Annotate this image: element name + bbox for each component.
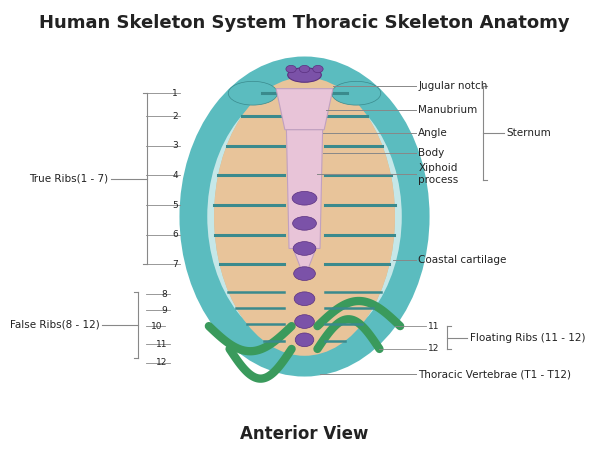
Text: 7: 7: [172, 260, 178, 269]
Text: 1: 1: [172, 89, 178, 98]
Text: Angle: Angle: [418, 128, 448, 138]
Polygon shape: [276, 89, 333, 130]
Text: 4: 4: [172, 171, 178, 180]
Polygon shape: [286, 130, 323, 248]
Text: Manubrium: Manubrium: [418, 105, 478, 115]
Text: Anterior View: Anterior View: [241, 425, 369, 444]
Ellipse shape: [313, 66, 323, 73]
Ellipse shape: [293, 217, 316, 230]
Text: 2: 2: [172, 112, 178, 120]
Text: 12: 12: [156, 358, 167, 367]
Text: 3: 3: [172, 141, 178, 150]
Text: True Ribs(1 - 7): True Ribs(1 - 7): [29, 174, 108, 184]
Ellipse shape: [214, 77, 395, 356]
Text: Floating Ribs (11 - 12): Floating Ribs (11 - 12): [470, 332, 586, 343]
Text: Coastal cartilage: Coastal cartilage: [418, 255, 506, 265]
Polygon shape: [293, 248, 316, 278]
Text: 11: 11: [428, 322, 439, 331]
Text: 12: 12: [428, 345, 439, 353]
Ellipse shape: [214, 77, 395, 356]
Ellipse shape: [201, 77, 408, 356]
Text: 6: 6: [172, 230, 178, 239]
Ellipse shape: [295, 315, 314, 328]
Ellipse shape: [293, 267, 316, 280]
Text: Thoracic Vertebrae (T1 - T12): Thoracic Vertebrae (T1 - T12): [418, 369, 571, 379]
Text: 11: 11: [156, 340, 167, 349]
Text: False Ribs(8 - 12): False Ribs(8 - 12): [10, 320, 99, 330]
Text: Jugular notch: Jugular notch: [418, 81, 488, 91]
Text: 9: 9: [162, 306, 167, 315]
Text: Human Skeleton System Thoracic Skeleton Anatomy: Human Skeleton System Thoracic Skeleton …: [39, 14, 570, 32]
Text: Xiphoid
process: Xiphoid process: [418, 163, 458, 185]
Ellipse shape: [332, 81, 381, 105]
Ellipse shape: [286, 66, 296, 73]
Text: 5: 5: [172, 200, 178, 210]
Ellipse shape: [294, 292, 315, 306]
Ellipse shape: [293, 242, 316, 255]
Ellipse shape: [292, 192, 317, 205]
Ellipse shape: [228, 81, 277, 105]
Text: Body: Body: [418, 147, 445, 158]
Ellipse shape: [299, 66, 310, 73]
Text: 8: 8: [162, 290, 167, 299]
Text: 10: 10: [151, 322, 163, 331]
Text: Sternum: Sternum: [506, 128, 551, 138]
Ellipse shape: [295, 333, 314, 347]
Ellipse shape: [288, 67, 322, 82]
